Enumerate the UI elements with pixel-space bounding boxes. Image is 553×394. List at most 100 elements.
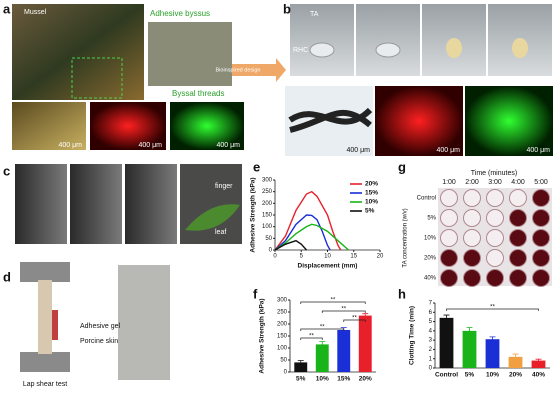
significance: **	[331, 298, 336, 304]
legend-label: 15%	[365, 190, 378, 197]
label: Adhesive gel	[80, 323, 121, 330]
y-tick-label: 300	[277, 298, 288, 304]
well	[532, 269, 550, 287]
gel	[512, 38, 528, 58]
label: TA	[310, 11, 319, 18]
legend-label: 20%	[365, 181, 378, 188]
bar	[462, 330, 477, 368]
gel	[446, 38, 462, 58]
column-label: 1:00	[442, 179, 456, 186]
label: leaf	[215, 229, 226, 236]
error-bar	[319, 341, 326, 348]
photo	[290, 4, 354, 76]
significance: **	[309, 334, 314, 340]
y-tick-label: 7	[429, 301, 433, 307]
photo	[70, 164, 122, 244]
label: RHC	[293, 47, 308, 54]
x-tick-label: 20%	[359, 376, 372, 383]
well	[486, 189, 504, 207]
y-tick-label: 6	[429, 310, 433, 316]
micrograph	[375, 86, 463, 156]
panel-label: f	[253, 286, 258, 301]
caption: Lap shear test	[23, 381, 67, 388]
x-tick-label: 15%	[337, 376, 350, 383]
well	[509, 249, 527, 267]
well	[440, 229, 458, 247]
column-label: 3:00	[488, 179, 502, 186]
error-bar	[362, 313, 369, 318]
significance: **	[341, 307, 346, 313]
mussel-photo	[12, 4, 144, 100]
panel-label: d	[3, 269, 11, 284]
bar	[485, 339, 500, 368]
well	[509, 189, 527, 207]
row-label: 5%	[427, 216, 436, 222]
error-bar	[489, 336, 496, 342]
bracket	[300, 301, 366, 304]
y-tick-label: 250	[277, 310, 288, 316]
clamp	[20, 262, 70, 282]
scale-bar: 400 μm	[437, 147, 461, 154]
bracket	[343, 319, 366, 322]
droplet	[309, 42, 335, 58]
line	[274, 214, 331, 251]
panel-label: a	[3, 1, 11, 16]
row-label: 40%	[424, 276, 437, 282]
y-tick-label: 150	[277, 334, 288, 340]
panel-label: h	[398, 286, 406, 301]
x-tick-label: 20%	[509, 372, 522, 379]
panel-label: b	[283, 1, 291, 16]
well	[486, 269, 504, 287]
panel-d: d Adhesive gel Porcine skin Lap shear te…	[3, 262, 170, 388]
well	[532, 209, 550, 227]
x-tick-label: 15	[350, 254, 357, 260]
y-axis-title: Adhesive Strength (kPa)	[259, 298, 266, 373]
x-tick-label: 5%	[296, 376, 306, 383]
significance: **	[490, 305, 495, 311]
bar	[508, 356, 523, 368]
panel-b: b TA RHC 400 μm 400 μm 400 μm	[283, 1, 553, 156]
gel	[52, 310, 58, 340]
line	[274, 223, 349, 251]
y-axis-title: Adhesive Strength (kPa)	[250, 177, 257, 252]
y-tick-label: 0	[429, 366, 433, 372]
x-tick-label: Control	[435, 372, 458, 379]
error-bar	[466, 327, 473, 335]
axis-title: TA concentration (w/v)	[403, 208, 409, 267]
row-label: 10%	[424, 236, 437, 242]
significance: **	[320, 325, 325, 331]
y-tick-label: 3	[429, 338, 433, 344]
x-tick-label: 20	[377, 254, 384, 260]
photo	[15, 164, 67, 244]
machine-photo	[118, 265, 170, 380]
well	[440, 209, 458, 227]
y-tick-label: 50	[280, 358, 287, 364]
label: Adhesive byssus	[150, 9, 210, 18]
well	[509, 209, 527, 227]
line	[274, 239, 308, 251]
zoom-box	[71, 57, 123, 99]
legend-label: 5%	[365, 208, 375, 215]
photo	[180, 164, 242, 244]
y-tick-label: 200	[277, 322, 288, 328]
bar	[358, 315, 372, 372]
x-axis-title: Displacement (mm)	[298, 263, 358, 270]
micrograph	[12, 102, 86, 150]
well	[486, 229, 504, 247]
well	[463, 269, 481, 287]
photo	[356, 4, 420, 76]
error-bar	[297, 360, 304, 365]
row-label: 20%	[424, 256, 437, 262]
well	[509, 269, 527, 287]
axis-title: Time (minutes)	[471, 170, 517, 177]
panel-label: e	[253, 159, 260, 174]
well	[463, 209, 481, 227]
y-tick-label: 200	[262, 201, 273, 207]
x-tick-label: 5%	[465, 372, 475, 379]
error-bar	[443, 314, 450, 322]
scale-bar: 400 μm	[59, 142, 83, 149]
scale-bar: 400 μm	[527, 147, 551, 154]
bar	[315, 344, 329, 372]
x-tick-label: 10	[324, 254, 331, 260]
